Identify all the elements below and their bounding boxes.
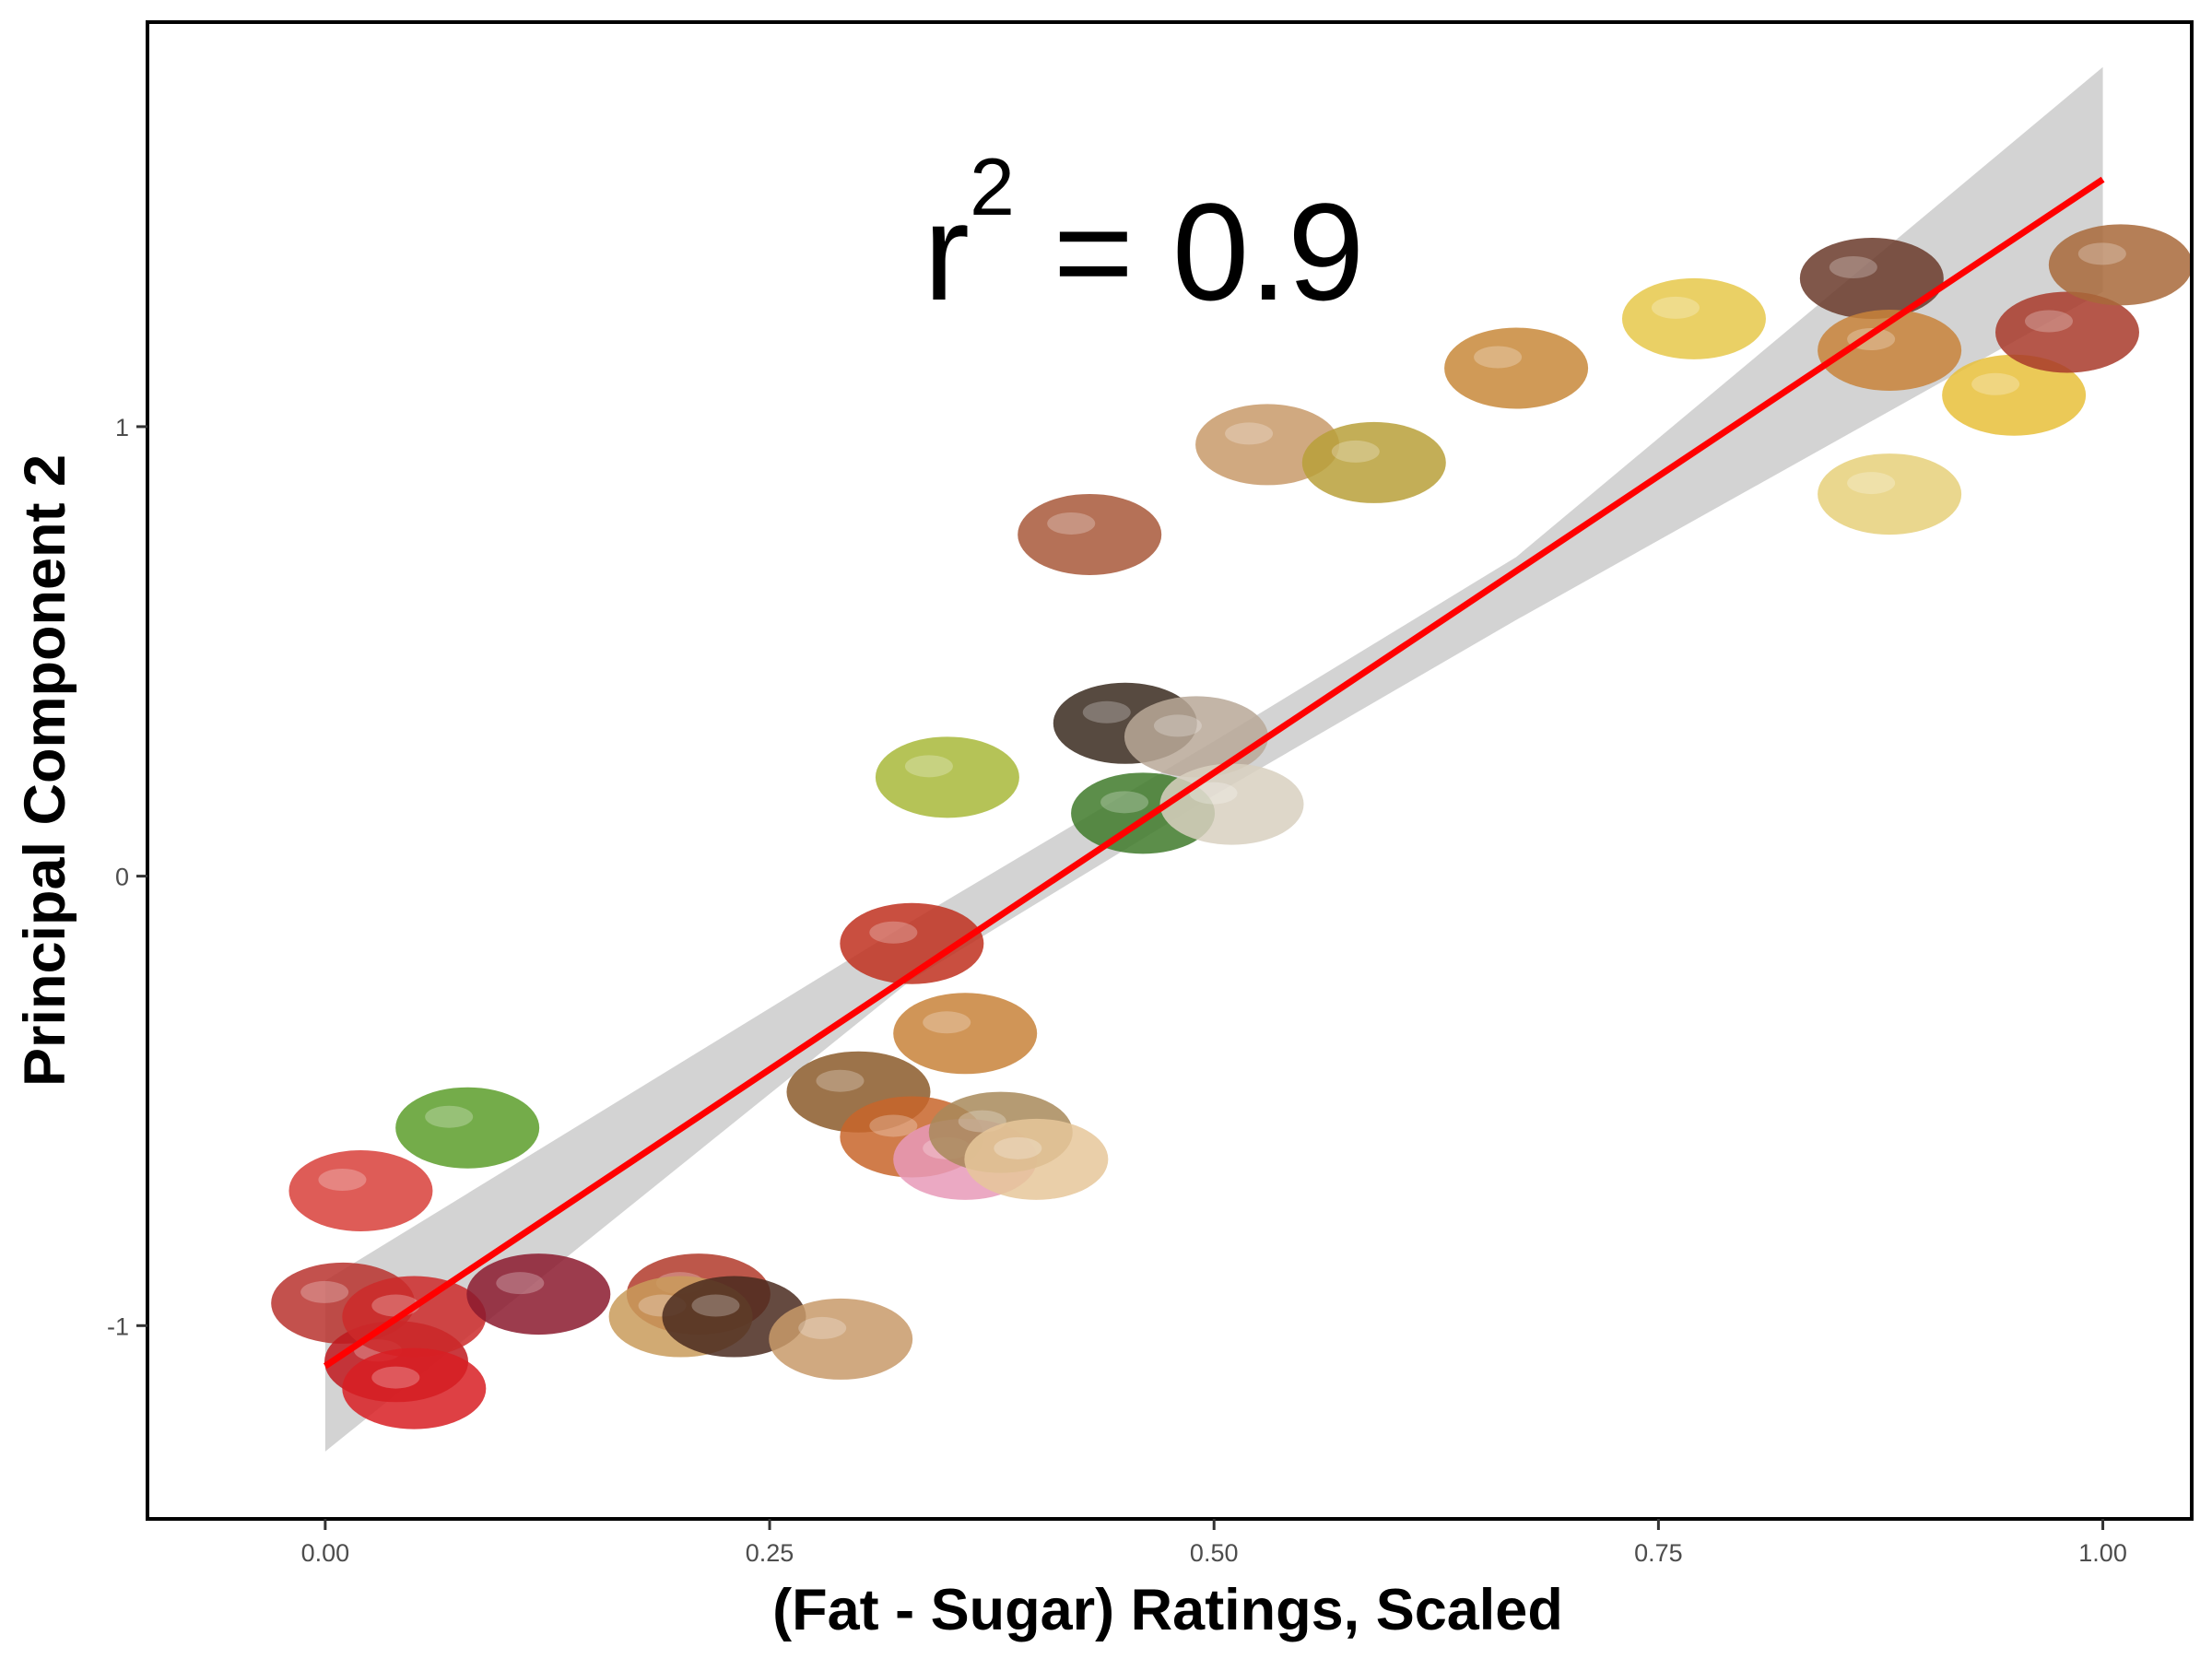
point-watermelon [288, 1149, 433, 1231]
point-french-fries [1942, 354, 2087, 436]
cinnamon-rolls-highlight [923, 1011, 971, 1034]
tomatoes-icon [840, 902, 984, 984]
x-tick-label: 0.00 [301, 1539, 350, 1567]
french-fries-icon [1942, 354, 2087, 436]
bacon-highlight [2024, 310, 2073, 333]
point-tomatoes [840, 902, 984, 984]
point-potato-chips [1818, 453, 1962, 535]
point-cinnamon-rolls [893, 993, 1038, 1075]
sausages-highlight [1829, 255, 1877, 278]
r-squared-superscript: 2 [970, 141, 1015, 232]
zucchini-highlight [904, 755, 953, 778]
y-tick-label: -1 [107, 1312, 129, 1340]
donuts-highlight [869, 1114, 918, 1137]
watermelon-icon [288, 1149, 433, 1231]
r-squared-base: r [924, 174, 970, 329]
fried-chicken-icon [2048, 224, 2193, 306]
potatoes-highlight [1047, 512, 1096, 535]
regression-line-layer [323, 176, 2105, 1370]
grilled-cheese-highlight [1474, 346, 1523, 369]
cauliflower-highlight [1189, 782, 1238, 805]
candy-cane-icon [342, 1347, 487, 1430]
apples-highlight [425, 1105, 474, 1128]
broccoli-highlight [1100, 791, 1149, 814]
y-tick-label: 1 [115, 414, 129, 441]
mushrooms-highlight [1153, 714, 1202, 737]
regression-line [323, 176, 2105, 1370]
onion-rings-icon [1818, 310, 1962, 392]
y-axis-ticks: -1 0 1 [107, 414, 147, 1340]
watermelon-highlight [318, 1168, 367, 1191]
mashed-potatoes-highlight [1225, 422, 1274, 445]
pastry-icon [964, 1118, 1109, 1200]
french-fries-highlight [1971, 372, 2020, 395]
potato-chips-icon [1818, 453, 1962, 535]
pastry-highlight [994, 1136, 1042, 1159]
cauliflower-icon [1159, 763, 1304, 845]
cheesecake-highlight [798, 1316, 847, 1339]
tomatoes-highlight [869, 921, 918, 944]
r-squared-value: = 0.9 [1015, 174, 1364, 329]
point-mac-and-cheese [1621, 277, 1766, 359]
cinnamon-rolls-icon [893, 993, 1038, 1075]
apples-icon [395, 1087, 540, 1169]
cheesecake-icon [769, 1298, 913, 1380]
x-tick-label: 0.50 [1190, 1539, 1239, 1567]
point-fried-chicken [2048, 224, 2193, 306]
point-potatoes [1018, 493, 1162, 575]
point-soup [1301, 421, 1446, 503]
point-sausages [1799, 237, 1944, 319]
x-tick-label: 0.75 [1634, 1539, 1683, 1567]
fried-chicken-highlight [2077, 242, 2126, 265]
point-bacon [1994, 291, 2139, 373]
point-apples [395, 1087, 540, 1169]
x-axis-ticks: 0.00 0.25 0.50 0.75 1.00 [301, 1519, 2127, 1567]
soup-icon [1301, 421, 1446, 503]
x-tick-label: 0.25 [746, 1539, 794, 1567]
grapes-highlight [496, 1272, 545, 1295]
point-pastry [964, 1118, 1109, 1200]
point-cauliflower [1159, 763, 1304, 845]
mac-and-cheese-highlight [1651, 296, 1700, 319]
x-tick-label: 1.00 [2078, 1539, 2127, 1567]
jellybeans-highlight [300, 1280, 349, 1303]
point-grapes [466, 1253, 611, 1335]
strawberries-icon [342, 1276, 487, 1358]
grilled-cheese-icon [1444, 327, 1589, 409]
point-cheesecake [769, 1298, 913, 1380]
soup-highlight [1331, 440, 1380, 463]
sausages-icon [1799, 237, 1944, 319]
potatoes-icon [1018, 493, 1162, 575]
mac-and-cheese-icon [1621, 277, 1766, 359]
point-zucchini [875, 736, 1019, 818]
chocolate-highlight [691, 1294, 740, 1317]
plot-panel-border [146, 20, 2194, 1521]
zucchini-icon [875, 736, 1019, 818]
candy-cane-highlight [371, 1366, 420, 1389]
potato-chips-highlight [1847, 472, 1896, 495]
x-axis-title: (Fat - Sugar) Ratings, Scaled [772, 1578, 1563, 1642]
muffins-highlight [816, 1069, 865, 1092]
bacon-icon [1994, 291, 2139, 373]
r-squared-annotation: r2 = 0.9 [924, 141, 1364, 329]
peppercorns-highlight [1082, 700, 1131, 724]
y-tick-label: 0 [115, 864, 129, 891]
point-grilled-cheese [1444, 327, 1589, 409]
food-points-layer [271, 224, 2193, 1430]
point-candy-cane [342, 1347, 487, 1430]
point-strawberries [342, 1276, 487, 1358]
grapes-icon [466, 1253, 611, 1335]
y-axis-title: Principal Component 2 [13, 454, 77, 1087]
